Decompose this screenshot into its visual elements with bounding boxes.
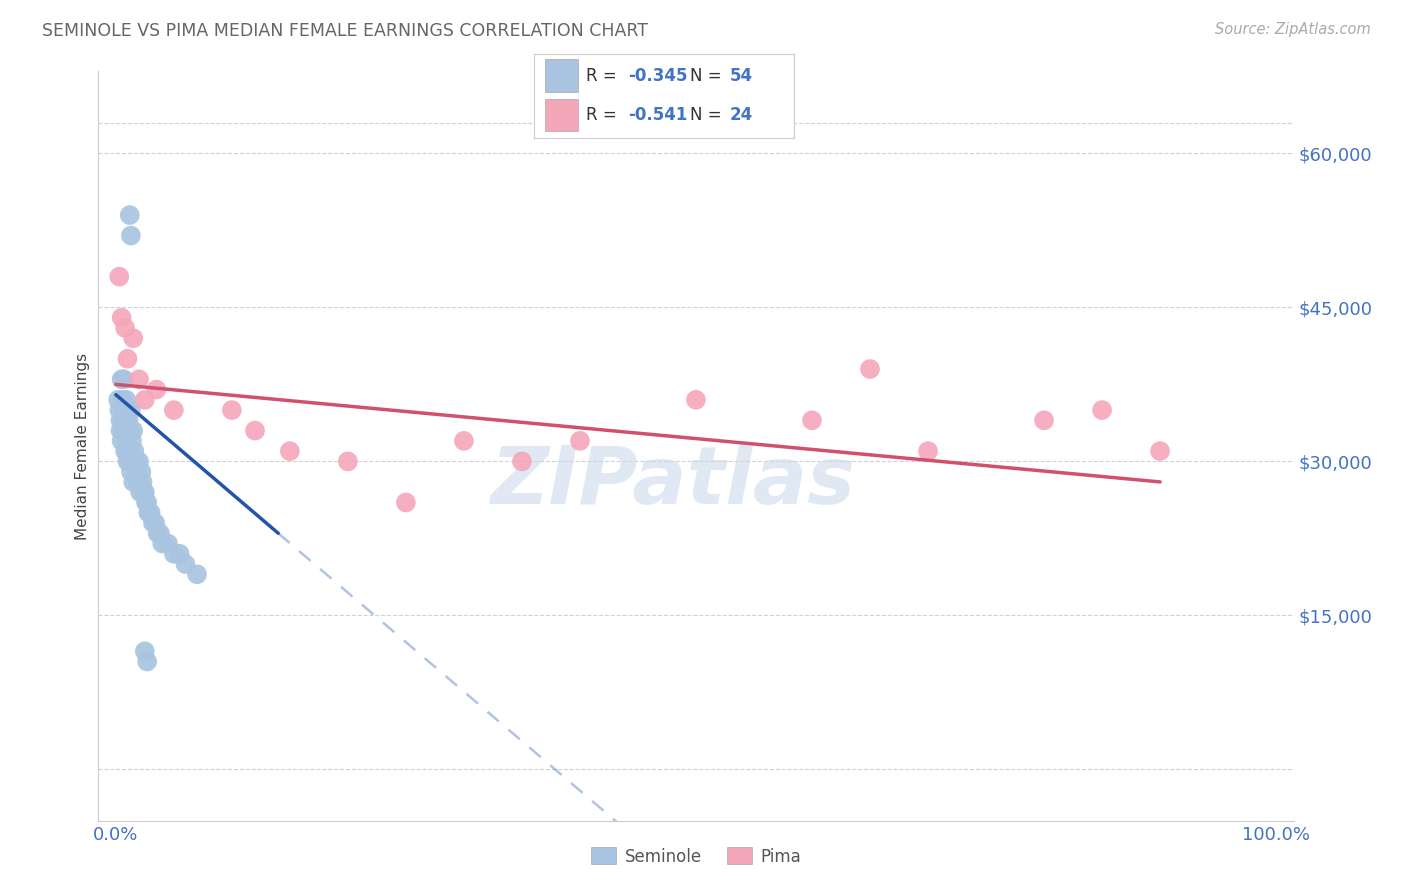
Legend: Seminole, Pima: Seminole, Pima bbox=[585, 841, 807, 872]
Point bbox=[157, 536, 180, 550]
Text: R =: R = bbox=[586, 106, 623, 124]
Point bbox=[114, 444, 136, 458]
Point bbox=[111, 310, 134, 325]
Bar bbox=[544, 99, 578, 131]
Point bbox=[134, 644, 156, 658]
Point bbox=[395, 495, 418, 509]
Bar bbox=[544, 60, 578, 92]
Point bbox=[221, 403, 243, 417]
Point bbox=[146, 526, 169, 541]
Point bbox=[128, 475, 150, 489]
Point bbox=[128, 372, 150, 386]
Point bbox=[122, 475, 145, 489]
Point bbox=[143, 516, 166, 530]
Text: 54: 54 bbox=[730, 67, 752, 85]
Point bbox=[118, 208, 141, 222]
Point bbox=[1149, 444, 1171, 458]
Point bbox=[1033, 413, 1056, 427]
Point bbox=[120, 403, 142, 417]
Point bbox=[859, 362, 882, 376]
Point bbox=[149, 526, 172, 541]
Point bbox=[136, 506, 159, 520]
Point bbox=[174, 557, 197, 571]
Point bbox=[129, 485, 152, 500]
Text: N =: N = bbox=[690, 106, 727, 124]
Point bbox=[124, 454, 146, 468]
Point bbox=[112, 372, 135, 386]
Point bbox=[117, 403, 139, 417]
Point bbox=[111, 392, 134, 407]
Point bbox=[169, 547, 191, 561]
Text: ZIPatlas: ZIPatlas bbox=[491, 443, 855, 521]
Point bbox=[131, 475, 153, 489]
Point bbox=[117, 351, 139, 366]
Point bbox=[132, 485, 155, 500]
Point bbox=[115, 434, 138, 448]
Point bbox=[120, 465, 142, 479]
Point bbox=[163, 547, 186, 561]
Point bbox=[121, 434, 143, 448]
Point bbox=[111, 372, 134, 386]
Text: 24: 24 bbox=[730, 106, 752, 124]
Point bbox=[125, 465, 148, 479]
Point bbox=[568, 434, 591, 448]
Point bbox=[107, 392, 129, 407]
Point bbox=[108, 403, 131, 417]
Point bbox=[112, 413, 135, 427]
Point bbox=[117, 413, 139, 427]
Point bbox=[139, 506, 162, 520]
Point bbox=[134, 392, 156, 407]
Point bbox=[117, 454, 139, 468]
Point bbox=[685, 392, 707, 407]
Point bbox=[118, 424, 141, 438]
Point bbox=[128, 454, 150, 468]
Point bbox=[243, 424, 266, 438]
Point bbox=[118, 454, 141, 468]
Point bbox=[278, 444, 301, 458]
Point bbox=[108, 269, 131, 284]
Point bbox=[150, 536, 173, 550]
Point bbox=[510, 454, 533, 468]
Point bbox=[453, 434, 475, 448]
Point bbox=[127, 475, 149, 489]
Point bbox=[163, 403, 186, 417]
Text: SEMINOLE VS PIMA MEDIAN FEMALE EARNINGS CORRELATION CHART: SEMINOLE VS PIMA MEDIAN FEMALE EARNINGS … bbox=[42, 22, 648, 40]
Point bbox=[111, 424, 134, 438]
Point bbox=[117, 444, 139, 458]
Point bbox=[114, 321, 136, 335]
Point bbox=[136, 655, 159, 669]
Text: N =: N = bbox=[690, 67, 727, 85]
Text: R =: R = bbox=[586, 67, 623, 85]
Point bbox=[801, 413, 824, 427]
Point bbox=[110, 413, 132, 427]
Point bbox=[115, 392, 138, 407]
Point bbox=[120, 228, 142, 243]
Point bbox=[131, 465, 153, 479]
Point bbox=[145, 383, 167, 397]
Point bbox=[135, 495, 157, 509]
Point bbox=[122, 331, 145, 345]
Point bbox=[917, 444, 939, 458]
Point bbox=[111, 434, 134, 448]
Point bbox=[122, 424, 145, 438]
Point bbox=[142, 516, 165, 530]
Text: -0.345: -0.345 bbox=[628, 67, 688, 85]
Y-axis label: Median Female Earnings: Median Female Earnings bbox=[75, 352, 90, 540]
Point bbox=[114, 403, 136, 417]
Text: -0.541: -0.541 bbox=[628, 106, 688, 124]
Text: Source: ZipAtlas.com: Source: ZipAtlas.com bbox=[1215, 22, 1371, 37]
Point bbox=[186, 567, 208, 582]
Point bbox=[124, 444, 146, 458]
Point bbox=[1091, 403, 1114, 417]
Point bbox=[110, 424, 132, 438]
Point bbox=[136, 495, 159, 509]
Point bbox=[134, 485, 156, 500]
Point bbox=[336, 454, 359, 468]
